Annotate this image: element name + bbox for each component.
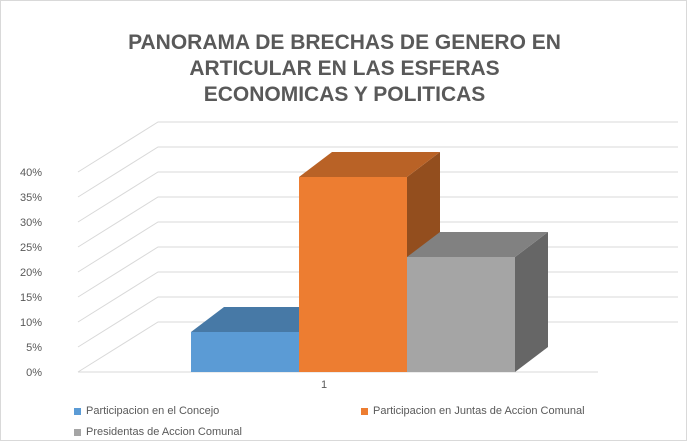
legend-swatch-juntas: [361, 407, 368, 415]
x-axis-labels: 1: [321, 379, 327, 391]
bar-front: [299, 177, 407, 372]
chart-title: PANORAMA DE BRECHAS DE GENERO EN ARTICUL…: [0, 30, 689, 108]
gridline: [77, 171, 678, 223]
gridline: [77, 196, 678, 248]
legend-item-presidentas: Presidentas de Accion Comunal: [74, 426, 242, 438]
legend-item-concejo: Participacion en el Concejo: [74, 405, 219, 417]
legend-label-presidentas: Presidentas de Accion Comunal: [86, 426, 242, 438]
bar-front: [191, 332, 299, 372]
y-tick-label: 10%: [20, 317, 42, 329]
y-tick-label: 15%: [20, 292, 42, 304]
bar-top: [407, 232, 548, 257]
y-tick-label: 40%: [20, 167, 42, 179]
bar-side: [515, 232, 548, 372]
bar-top: [299, 152, 440, 177]
gridline: [77, 121, 678, 173]
chart-title-line-1: PANORAMA DE BRECHAS DE GENERO EN: [128, 31, 561, 54]
legend-label-concejo: Participacion en el Concejo: [86, 405, 220, 417]
y-tick-label: 30%: [20, 217, 42, 229]
y-tick-label: 0%: [26, 367, 42, 379]
bar-front: [407, 257, 515, 372]
chart-title-line-3: ECONOMICAS Y POLITICAS: [203, 83, 486, 106]
chart-title-line-2: ARTICULAR EN LAS ESFERAS: [189, 57, 500, 80]
legend-label-juntas: Participacion en Juntas de Accion Comuna…: [373, 405, 585, 417]
gridline: [77, 146, 678, 198]
bars: [191, 152, 548, 372]
x-category-label: 1: [321, 379, 327, 391]
gridline: [77, 221, 678, 273]
legend-swatch-presidentas: [74, 428, 81, 436]
y-tick-label: 20%: [20, 267, 42, 279]
legend-item-juntas: Participacion en Juntas de Accion Comuna…: [361, 405, 585, 417]
y-tick-label: 35%: [20, 192, 42, 204]
y-axis-ticks: 0% 5% 10% 15% 20% 25% 30% 35% 40%: [20, 167, 42, 379]
legend-swatch-concejo: [74, 407, 81, 415]
bar-top: [191, 307, 332, 332]
y-tick-label: 25%: [20, 242, 42, 254]
bar: [407, 232, 548, 372]
y-tick-label: 5%: [26, 342, 42, 354]
